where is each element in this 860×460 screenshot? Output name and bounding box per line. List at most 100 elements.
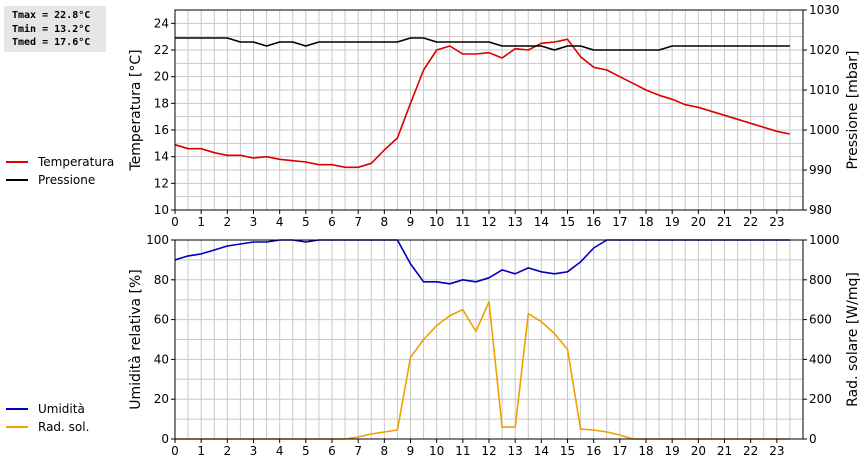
stats-box: Tmax = 22.8°C Tmin = 13.2°C Tmed = 17.6°… xyxy=(4,6,106,52)
x-tick-label: 2 xyxy=(224,215,232,229)
y2-tick-label: 200 xyxy=(809,392,832,406)
y-axis-label-right: Rad. solare [W/mq] xyxy=(845,272,860,407)
x-tick-label: 9 xyxy=(407,444,415,458)
x-tick-label: 20 xyxy=(691,444,706,458)
x-tick-label: 14 xyxy=(534,444,549,458)
x-tick-label: 18 xyxy=(638,215,653,229)
x-tick-label: 16 xyxy=(586,444,601,458)
x-tick-label: 23 xyxy=(769,215,784,229)
y2-tick-label: 1000 xyxy=(809,233,840,247)
y-axis-label-left: Umidità relativa [%] xyxy=(128,269,144,410)
x-tick-label: 17 xyxy=(612,444,627,458)
y2-tick-label: 980 xyxy=(809,203,832,217)
y-tick-label: 0 xyxy=(161,432,169,446)
x-tick-label: 15 xyxy=(560,444,575,458)
x-tick-label: 0 xyxy=(171,444,179,458)
y2-tick-label: 1010 xyxy=(809,83,840,97)
legend-bottom: Umidità Rad. sol. xyxy=(6,400,89,436)
y2-tick-label: 1000 xyxy=(809,123,840,137)
x-tick-label: 6 xyxy=(328,215,336,229)
legend-swatch-pressure xyxy=(6,179,28,181)
tmin-text: Tmin = 13.2°C xyxy=(12,23,91,35)
y-tick-label: 22 xyxy=(154,43,169,57)
x-tick-label: 7 xyxy=(354,444,362,458)
y-tick-label: 24 xyxy=(154,16,169,30)
x-tick-label: 7 xyxy=(354,215,362,229)
series-line-0-0 xyxy=(174,38,791,169)
legend-item-radiation: Rad. sol. xyxy=(6,418,89,436)
y-axis-label-left: Temperatura [°C] xyxy=(128,49,144,171)
y-tick-label: 80 xyxy=(154,273,169,287)
x-tick-label: 10 xyxy=(429,215,444,229)
y2-tick-label: 600 xyxy=(809,313,832,327)
x-tick-label: 21 xyxy=(717,215,732,229)
tmax-text: Tmax = 22.8°C xyxy=(12,10,91,21)
legend-label-radiation: Rad. sol. xyxy=(38,420,90,434)
x-tick-label: 21 xyxy=(717,444,732,458)
y-tick-label: 20 xyxy=(154,392,169,406)
legend-item-temperature: Temperatura xyxy=(6,153,114,171)
x-tick-label: 1 xyxy=(197,444,205,458)
x-tick-label: 20 xyxy=(691,215,706,229)
tmed-text: Tmed = 17.6°C xyxy=(12,37,91,48)
x-tick-label: 18 xyxy=(638,444,653,458)
y-tick-label: 20 xyxy=(154,70,169,84)
x-tick-label: 4 xyxy=(276,215,284,229)
x-tick-label: 22 xyxy=(743,444,758,458)
x-tick-label: 3 xyxy=(250,215,258,229)
x-tick-label: 5 xyxy=(302,215,310,229)
legend-item-humidity: Umidità xyxy=(6,400,89,418)
y-tick-label: 18 xyxy=(154,96,169,110)
x-tick-label: 0 xyxy=(171,215,179,229)
y2-tick-label: 800 xyxy=(809,273,832,287)
y2-tick-label: 990 xyxy=(809,163,832,177)
legend-label-pressure: Pressione xyxy=(38,173,96,187)
x-tick-label: 12 xyxy=(481,215,496,229)
x-tick-label: 9 xyxy=(407,215,415,229)
x-tick-label: 13 xyxy=(508,444,523,458)
series-line-1-1 xyxy=(175,300,790,440)
x-tick-label: 17 xyxy=(612,215,627,229)
x-tick-label: 22 xyxy=(743,215,758,229)
y-tick-label: 60 xyxy=(154,313,169,327)
x-tick-label: 19 xyxy=(665,215,680,229)
legend-top: Temperatura Pressione xyxy=(6,153,114,189)
x-tick-label: 6 xyxy=(328,444,336,458)
y-tick-label: 100 xyxy=(146,233,169,247)
y2-tick-label: 400 xyxy=(809,352,832,366)
x-tick-label: 2 xyxy=(224,444,232,458)
x-tick-label: 11 xyxy=(455,444,470,458)
legend-item-pressure: Pressione xyxy=(6,171,114,189)
y2-tick-label: 0 xyxy=(809,432,817,446)
x-tick-label: 23 xyxy=(769,444,784,458)
legend-label-temperature: Temperatura xyxy=(38,155,115,169)
x-tick-label: 4 xyxy=(276,444,284,458)
x-tick-label: 8 xyxy=(381,444,389,458)
plot-panel-1: 0 1 2 3 4 5 6 7 8 9 10 11 12 13 14 15 16 17 18 19 20 21 22 2302… xyxy=(128,233,860,458)
x-tick-label: 1 xyxy=(197,215,205,229)
x-tick-label: 19 xyxy=(665,444,680,458)
x-tick-label: 10 xyxy=(429,444,444,458)
x-tick-label: 13 xyxy=(508,215,523,229)
x-tick-label: 11 xyxy=(455,215,470,229)
plot-panel-0: 0 1 2 3 4 5 6 7 8 9 10 11 12 13 14 15 16 17 18 19 20 21 22 2310… xyxy=(128,3,860,229)
x-tick-label: 12 xyxy=(481,444,496,458)
series-line-0-1 xyxy=(175,37,790,51)
y-tick-label: 10 xyxy=(154,203,169,217)
legend-swatch-temperature xyxy=(6,161,28,163)
x-tick-label: 15 xyxy=(560,215,575,229)
x-tick-label: 3 xyxy=(250,444,258,458)
series-line-1-0 xyxy=(174,239,790,285)
y2-tick-label: 1020 xyxy=(809,43,840,57)
x-tick-label: 14 xyxy=(534,215,549,229)
legend-swatch-humidity xyxy=(6,408,28,410)
y-tick-label: 14 xyxy=(154,150,169,164)
x-tick-label: 5 xyxy=(302,444,310,458)
y-tick-label: 40 xyxy=(154,352,169,366)
y2-tick-label: 1030 xyxy=(809,3,840,17)
x-tick-label: 8 xyxy=(381,215,389,229)
legend-label-humidity: Umidità xyxy=(38,402,85,416)
y-axis-label-right: Pressione [mbar] xyxy=(845,50,860,169)
y-tick-label: 12 xyxy=(154,176,169,190)
